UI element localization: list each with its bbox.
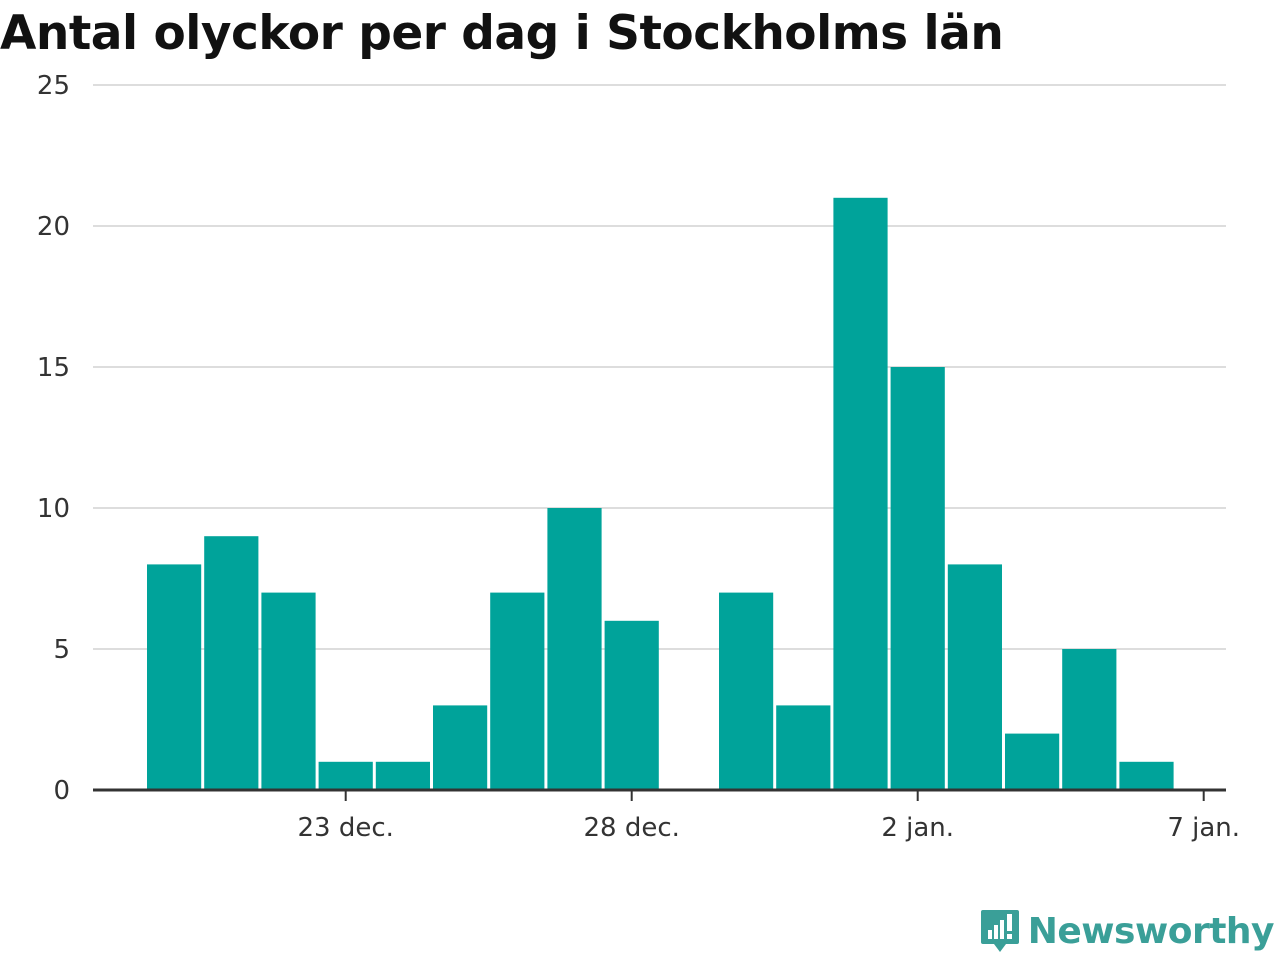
bar	[318, 761, 373, 790]
gridlines	[93, 84, 1226, 650]
y-tick-label: 25	[37, 71, 70, 101]
chart-title: Antal olyckor per dag i Stockholms län	[0, 6, 1004, 61]
bar	[1005, 733, 1060, 790]
bar	[547, 508, 602, 790]
x-axis: 23 dec. 28 dec. 2 jan. 7 jan.	[93, 788, 1240, 843]
bar	[204, 536, 259, 790]
brand-logo: Newsworthy	[980, 908, 1275, 954]
y-tick-label: 15	[37, 353, 70, 383]
bars	[147, 197, 1174, 791]
x-tick-label: 7 jan.	[1167, 813, 1240, 843]
newsworthy-logo-icon	[980, 910, 1019, 952]
y-axis-labels: 0 5 10 15 20 25	[37, 71, 70, 806]
x-tick-label: 2 jan.	[881, 813, 954, 843]
bar	[719, 592, 774, 790]
bar	[776, 705, 831, 790]
bar	[375, 761, 430, 790]
bar	[147, 564, 202, 790]
bar	[261, 592, 316, 790]
y-tick-label: 0	[53, 776, 70, 806]
y-tick-label: 5	[53, 635, 70, 665]
y-tick-label: 20	[37, 212, 70, 242]
bar	[833, 197, 888, 791]
bar	[490, 592, 545, 790]
bar	[1062, 649, 1117, 790]
bar	[890, 367, 945, 790]
bar	[433, 705, 488, 790]
bar	[1119, 761, 1174, 790]
bar	[947, 564, 1002, 790]
y-tick-label: 10	[37, 494, 70, 524]
bar	[604, 620, 659, 790]
x-tick-label: 28 dec.	[583, 813, 679, 843]
x-tick-label: 23 dec.	[297, 813, 393, 843]
brand-name: Newsworthy	[1027, 910, 1275, 952]
